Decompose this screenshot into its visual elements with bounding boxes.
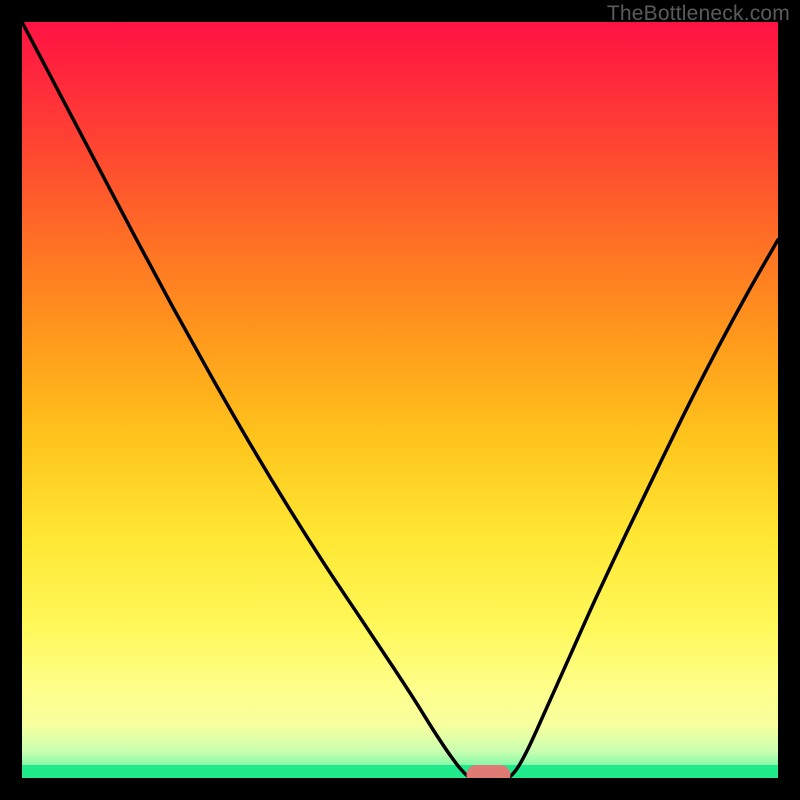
bottleneck-chart (0, 0, 800, 800)
bottom-green-strip (22, 765, 778, 778)
plot-background (22, 22, 778, 778)
watermark-text: TheBottleneck.com (607, 2, 790, 26)
chart-frame: TheBottleneck.com (0, 0, 800, 800)
